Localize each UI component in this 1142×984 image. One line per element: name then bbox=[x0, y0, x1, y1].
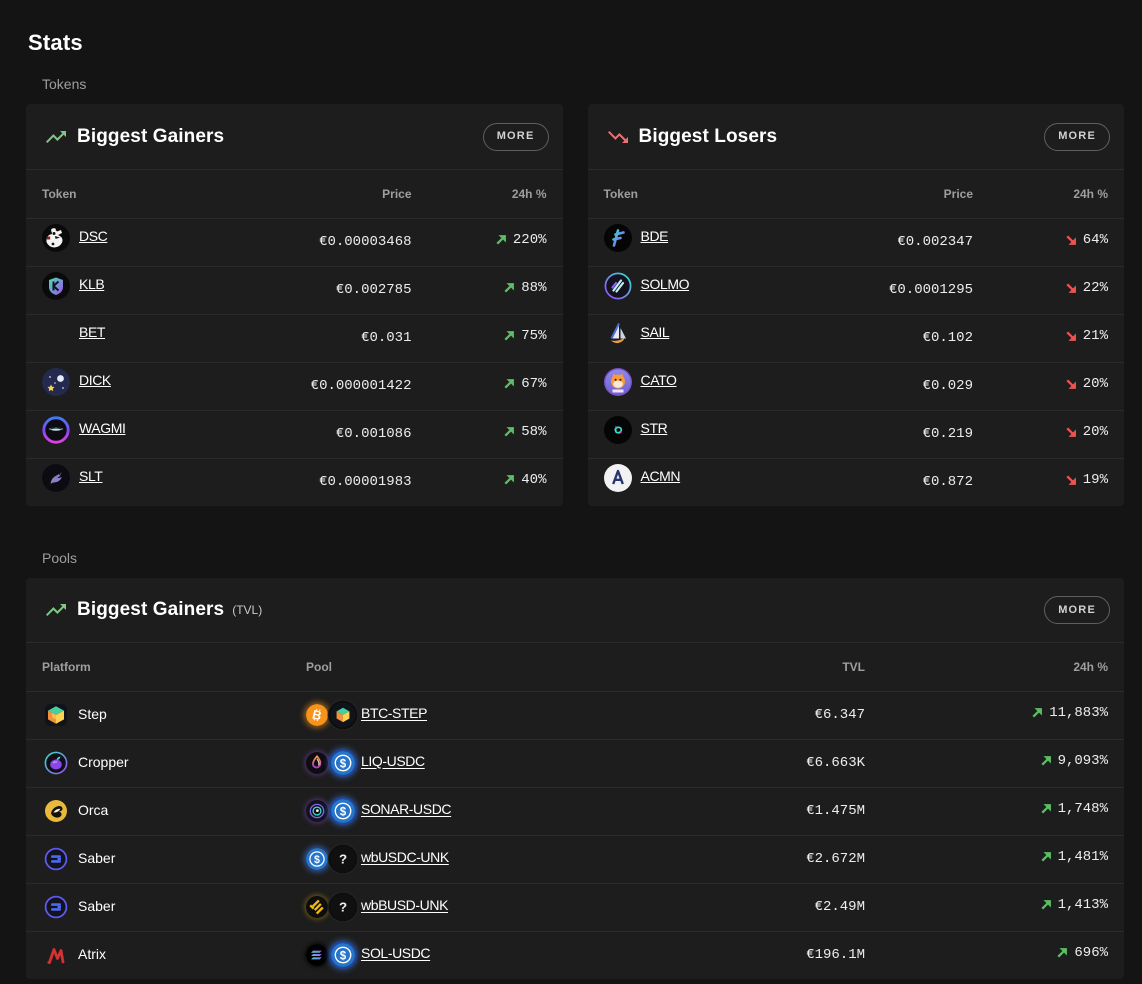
svg-text:$: $ bbox=[340, 806, 347, 818]
svg-text:$: $ bbox=[340, 758, 347, 770]
svg-text:$: $ bbox=[340, 951, 347, 963]
svg-text:?: ? bbox=[339, 852, 347, 867]
svg-text:$: $ bbox=[314, 854, 320, 866]
svg-text:?: ? bbox=[339, 900, 347, 915]
